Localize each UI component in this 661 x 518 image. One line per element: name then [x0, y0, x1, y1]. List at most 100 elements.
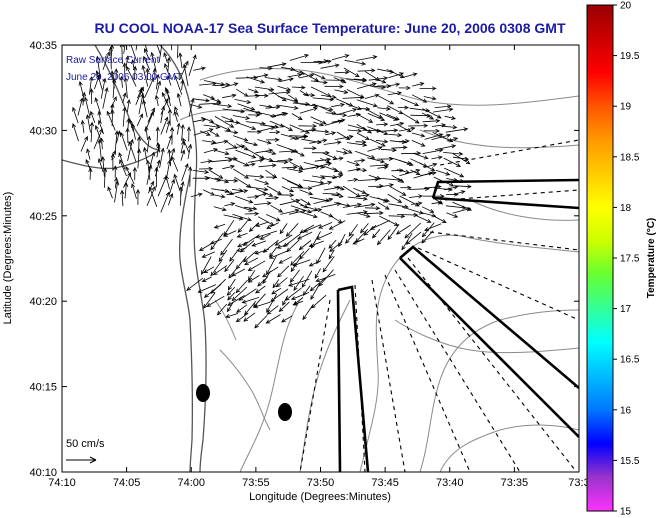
current-vector	[387, 83, 400, 87]
current-vector	[313, 121, 324, 126]
current-vector	[145, 126, 148, 140]
current-vector-head	[132, 65, 138, 71]
current-vector-head	[329, 97, 335, 102]
current-vector	[452, 208, 471, 214]
current-vector-head	[155, 73, 160, 79]
current-vector-head	[221, 207, 227, 212]
current-vector-head	[126, 65, 131, 71]
current-vector	[266, 256, 277, 275]
current-vector-head	[402, 145, 408, 150]
current-vector	[217, 303, 228, 316]
current-vector-head	[225, 314, 231, 319]
current-vector-head	[376, 128, 382, 133]
current-vector-head	[332, 174, 338, 180]
current-vector-head	[308, 262, 314, 267]
current-vector-head	[363, 231, 369, 236]
current-vector	[253, 301, 271, 308]
current-vector	[174, 106, 179, 117]
current-vector	[115, 177, 117, 189]
current-vector-head	[397, 91, 403, 96]
current-vector	[302, 94, 315, 96]
current-vector-head	[231, 272, 237, 277]
current-vector-head	[421, 232, 427, 238]
current-vector-head	[118, 152, 123, 158]
current-vector-head	[293, 148, 299, 153]
current-vector-head	[227, 301, 233, 306]
current-vector	[355, 194, 370, 197]
current-vector-head	[355, 237, 360, 243]
current-vector-head	[248, 207, 253, 212]
current-vector	[364, 207, 380, 209]
current-vector	[235, 121, 256, 130]
current-vector	[224, 179, 238, 182]
current-vector-head	[329, 247, 334, 252]
current-vector-head	[89, 110, 94, 116]
current-vector-head	[265, 319, 271, 324]
current-vector	[174, 75, 183, 95]
current-vector-head	[294, 208, 300, 213]
current-vector	[354, 159, 365, 162]
current-vector	[325, 112, 347, 116]
current-vector-head	[387, 235, 392, 241]
current-vector	[180, 150, 185, 161]
current-vector-head	[224, 267, 229, 273]
current-vector	[331, 119, 345, 123]
current-vector	[388, 72, 404, 79]
current-vector-head	[281, 62, 287, 67]
current-vector	[354, 203, 375, 208]
current-vector	[315, 274, 336, 282]
current-vector-head	[190, 97, 195, 103]
current-vector	[199, 102, 221, 105]
current-vector-head	[182, 137, 187, 143]
current-vector	[388, 203, 408, 208]
current-vector-head	[129, 138, 134, 144]
current-vector-head	[132, 166, 137, 172]
current-vector	[302, 179, 324, 184]
current-vector-head	[310, 295, 315, 301]
current-vector	[353, 238, 365, 245]
current-vector	[84, 97, 91, 118]
current-vector-head	[145, 67, 150, 73]
current-vector-head	[164, 63, 168, 68]
current-vector-head	[84, 135, 88, 141]
current-vector-head	[238, 216, 244, 221]
current-vector	[101, 138, 103, 150]
current-vector-head	[255, 223, 261, 227]
current-vector	[286, 168, 303, 172]
current-vector	[347, 168, 361, 172]
current-vector	[355, 113, 373, 123]
current-vector-head	[143, 146, 148, 152]
current-vector	[289, 124, 310, 134]
current-vector	[410, 169, 420, 175]
current-vector-head	[198, 246, 204, 251]
current-vector-head	[156, 159, 161, 165]
current-vector-head	[106, 110, 111, 116]
current-vector	[277, 85, 291, 91]
current-vector-head	[224, 151, 230, 156]
current-vector-head	[254, 211, 260, 216]
current-vector	[323, 141, 341, 145]
current-vector-head	[213, 224, 219, 229]
current-vector	[320, 157, 330, 164]
current-vector-head	[235, 120, 241, 125]
current-vector-head	[344, 70, 350, 75]
current-vector-head	[218, 174, 224, 179]
current-vector-head	[383, 139, 389, 144]
current-vector	[311, 72, 326, 80]
current-vector-head	[275, 217, 281, 222]
current-vector	[353, 78, 367, 81]
current-vector	[338, 233, 346, 247]
current-vector-head	[459, 173, 465, 178]
current-vector-head	[347, 149, 353, 154]
current-vector	[144, 45, 148, 53]
current-vector	[202, 189, 215, 196]
current-vector	[444, 115, 456, 120]
current-vector-head	[297, 115, 303, 121]
current-vector-head	[80, 119, 85, 125]
current-vector	[279, 301, 290, 312]
current-vector	[201, 256, 212, 275]
current-vector-head	[377, 146, 383, 151]
current-vector	[266, 214, 281, 222]
current-vector	[147, 160, 151, 181]
current-vector	[299, 211, 318, 218]
